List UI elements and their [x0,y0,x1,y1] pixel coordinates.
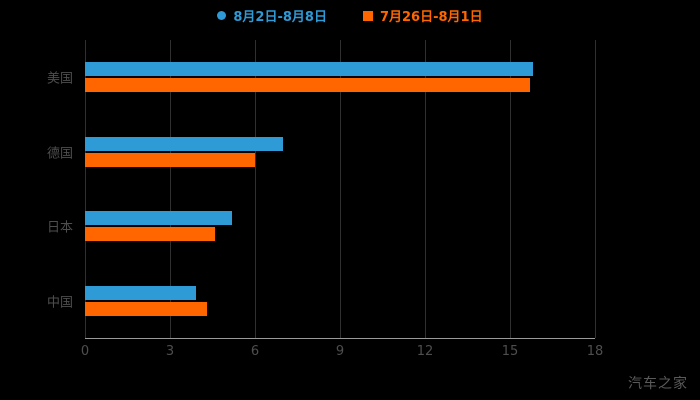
y-category-label: 日本 [46,220,73,236]
x-tick-label: 0 [80,344,90,359]
gridline [85,40,86,338]
gridline [170,40,171,338]
bar-series-1-3 [85,211,233,226]
legend: 8月2日-8月8日 7月26日-8月1日 [0,6,700,25]
legend-label-series-2: 7月26日-8月1日 [379,10,483,25]
bar-series-1-2 [85,136,284,151]
legend-circle-icon [217,11,227,20]
gridline [425,40,426,338]
gridline [510,40,511,338]
y-category-label: 美国 [46,71,73,87]
bar-series-2-4 [85,301,207,316]
plot-area [85,40,596,339]
gridline [595,40,596,338]
gridline [255,40,256,338]
y-category-label: 德国 [46,146,73,162]
x-axis: 0 3 6 9 12 15 18 [81,344,603,364]
legend-item-series-1[interactable]: 8月2日-8月8日 [217,6,327,25]
gridline [340,40,341,338]
legend-square-icon [362,10,373,21]
bar-series-2-3 [85,227,216,242]
x-tick-label: 6 [250,344,260,359]
y-axis-labels: 美国 德国 日本 中国 [0,40,79,338]
x-tick-label: 15 [501,344,519,359]
x-tick-label: 9 [335,344,345,359]
x-tick-label: 12 [416,344,434,359]
watermark: 汽车之家 [628,376,688,392]
bar-series-2-1 [85,78,530,93]
bar-series-1-4 [85,285,196,300]
x-tick-label: 3 [165,344,175,359]
y-category-label: 中国 [46,295,73,311]
legend-item-series-2[interactable]: 7月26日-8月1日 [362,6,483,25]
bar-series-1-1 [85,62,533,77]
bar-series-2-2 [85,152,255,167]
legend-label-series-1: 8月2日-8月8日 [233,10,327,25]
x-tick-label: 18 [586,344,604,359]
